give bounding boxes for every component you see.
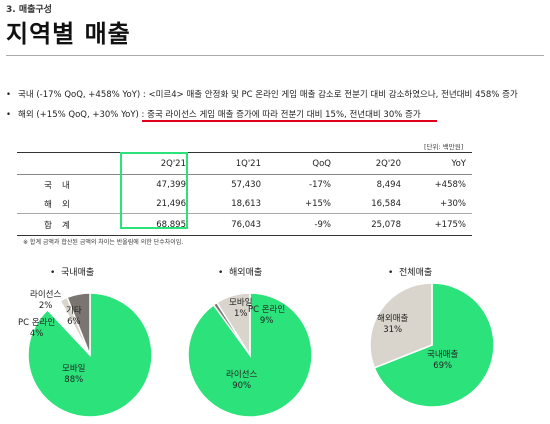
pie-label: PC 온라인 4%: [18, 318, 55, 340]
pie-label: 기타 6%: [66, 306, 82, 328]
slice-name: 모바일: [229, 298, 253, 308]
slice-value: 4%: [29, 329, 44, 339]
row-label: 해외: [44, 199, 80, 210]
table-cell: +15%: [304, 198, 331, 209]
pie-total-title: • 전체매출: [388, 268, 433, 278]
slice-value: 1%: [233, 309, 248, 319]
current-quarter-highlight: [120, 152, 188, 229]
table-cell: 68,895: [107, 213, 192, 236]
bullet-overseas: • 해외 (+15% QoQ, +30% YoY) : 중국 라이선스 게임 매출…: [6, 108, 421, 120]
slice-value: 31%: [383, 325, 403, 335]
pie-label: 국내매출 69%: [427, 350, 458, 372]
table-total-row: 합계 68,895 76,043 -9% 25,078 +175%: [17, 213, 472, 236]
slice-name: PC 온라인: [18, 318, 56, 328]
row-label: 합계: [17, 213, 107, 236]
bullet-dot: •: [6, 90, 12, 100]
table-cell: -17%: [309, 179, 331, 190]
slice-name: 해외매출: [377, 314, 409, 324]
slice-value: 9%: [259, 316, 274, 326]
table-footnote: ※ 합계 금액과 합산된 금액의 차이는 반올림에 의한 단수차이임.: [23, 239, 184, 246]
slice-value: 2%: [38, 301, 53, 311]
slice-name: PC 온라인: [248, 305, 286, 315]
table-unit: [단위: 백만원]: [424, 143, 464, 151]
table-row: 국내 47,399 57,430 -17% 8,494 +458%: [17, 175, 472, 195]
pie-label: 모바일 1%: [229, 298, 252, 320]
row-label: 국내: [44, 180, 80, 191]
slice-value: 88%: [64, 375, 84, 385]
pie-slice: [373, 282, 495, 408]
table-cell: 57,430: [231, 179, 261, 190]
table-cell: +458%: [434, 179, 466, 190]
table-header-row: 2Q'21 1Q'21 QoQ 2Q'20 YoY: [17, 152, 472, 175]
pie-title-text: 해외매출: [229, 268, 263, 278]
table-cell: 76,043: [192, 213, 267, 236]
table-cell: 25,078: [337, 213, 407, 236]
bullet-overseas-prefix: 해외 (+15% QoQ, +30% YoY) :: [18, 110, 148, 120]
table-header: YoY: [407, 152, 472, 175]
pie-label: 해외매출 31%: [377, 314, 408, 336]
pie-title-text: 전체매출: [399, 268, 433, 278]
table-cell: +30%: [439, 198, 466, 209]
table-cell: 21,496: [156, 198, 186, 209]
table-cell: +175%: [407, 213, 472, 236]
pie-slice: [215, 292, 251, 358]
pie-label: 라이선스 90%: [226, 370, 257, 392]
table-cell: -9%: [267, 213, 337, 236]
slice-name: 라이선스: [30, 290, 62, 300]
pie-domestic-title: • 국내매출: [50, 268, 95, 278]
slice-name: 기타: [66, 306, 82, 316]
bullet-domestic: • 국내 (-17% QoQ, +458% YoY) : <미르4> 매출 안정화…: [6, 88, 518, 100]
slice-name: 라이선스: [226, 370, 258, 380]
bullet-domestic-text: 국내 (-17% QoQ, +458% YoY) : <미르4> 매출 안정화 …: [18, 90, 518, 100]
slice-value: 6%: [67, 317, 81, 327]
slice-value: 69%: [433, 361, 453, 371]
slice-value: 90%: [232, 381, 252, 391]
table-cell: 16,584: [371, 198, 401, 209]
bullet-overseas-highlight: 중국 라이선스 게임 매출 증가에 따라 전분기 대비 15%, 전년대비 30…: [147, 110, 421, 120]
pie-slice: [369, 282, 433, 369]
title-divider: [6, 55, 544, 56]
pie-label: 모바일 88%: [62, 364, 85, 386]
page-title: 지역별 매출: [6, 20, 131, 48]
pie-label: PC 온라인 9%: [248, 305, 285, 327]
table-cell: 47,399: [156, 179, 186, 190]
table-header: QoQ: [267, 152, 337, 175]
bullet-dot: •: [6, 110, 12, 120]
pie-title-text: 국내매출: [61, 268, 95, 278]
table-header: [17, 152, 107, 175]
revenue-table: 2Q'21 1Q'21 QoQ 2Q'20 YoY 국내 47,399 57,4…: [17, 152, 472, 236]
table-cell: 18,613: [231, 198, 261, 209]
slice-name: 국내매출: [427, 350, 459, 360]
pie-slice: [66, 292, 91, 356]
table-cell: 8,494: [376, 179, 401, 190]
highlight-underline: [142, 120, 437, 122]
table-row: 해외 21,496 18,613 +15% 16,584 +30%: [17, 194, 472, 214]
table-header: 2Q'20: [337, 152, 407, 175]
table-header: 1Q'21: [192, 152, 267, 175]
slice-name: 모바일: [62, 364, 86, 374]
pie-overseas-title: • 해외매출: [218, 268, 263, 278]
section-heading: 3. 매출구성: [6, 5, 52, 15]
pie-label: 라이선스 2%: [30, 290, 61, 312]
